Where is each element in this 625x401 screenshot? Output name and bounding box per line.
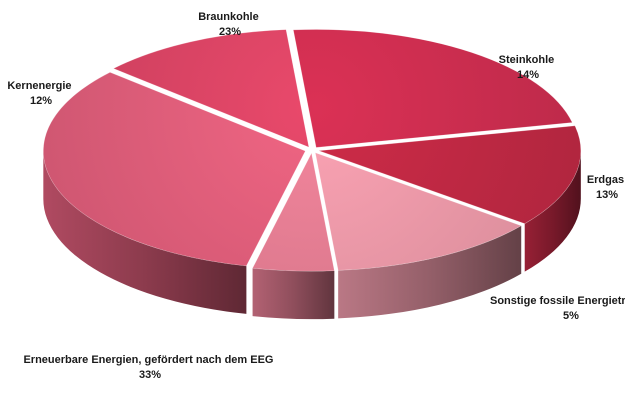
slice-kernenergie (112, 29, 310, 148)
label-steinkohle: Steinkohle 14% (499, 54, 558, 81)
side-wall-sonstige (252, 268, 335, 320)
label-steinkohle-name: Steinkohle (499, 54, 555, 66)
pie-labels: Braunkohle 23% Steinkohle 14% Erdgas 13%… (7, 11, 625, 381)
label-kernenergie-name: Kernenergie (7, 80, 71, 92)
label-braunkohle: Braunkohle 23% (198, 11, 262, 38)
label-sonstige: Sonstige fossile Energieträger 5% (490, 295, 625, 322)
label-braunkohle-name: Braunkohle (198, 11, 259, 23)
label-braunkohle-value: 23% (219, 26, 241, 38)
label-erdgas-value: 13% (596, 189, 618, 201)
pie-side-walls (43, 150, 581, 320)
label-erneuerbare-value: 33% (139, 369, 161, 381)
slice-erneuerbare (43, 71, 306, 267)
pie-top-faces (43, 29, 582, 272)
label-erdgas: Erdgas 13% (587, 174, 625, 201)
side-wall-erdgas (338, 225, 522, 319)
side-wall-steinkohle (524, 150, 581, 272)
slice-erdgas (314, 152, 522, 271)
label-erneuerbare: Erneuerbare Energien, gefördert nach dem… (23, 354, 276, 381)
slice-steinkohle (318, 125, 582, 225)
slice-sonstige (252, 152, 335, 272)
slice-braunkohle (292, 29, 573, 148)
label-kernenergie: Kernenergie 12% (7, 80, 74, 107)
label-sonstige-name: Sonstige fossile Energieträger (490, 295, 625, 307)
side-wall-erneuerbare (43, 150, 247, 314)
label-sonstige-value: 5% (563, 310, 579, 322)
label-kernenergie-value: 12% (30, 95, 52, 107)
label-erneuerbare-name: Erneuerbare Energien, gefördert nach dem… (23, 354, 273, 366)
label-steinkohle-value: 14% (517, 69, 539, 81)
label-erdgas-name: Erdgas (587, 174, 624, 186)
